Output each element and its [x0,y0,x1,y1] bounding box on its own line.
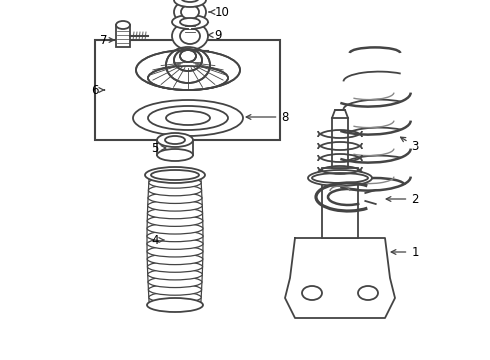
Ellipse shape [147,208,202,219]
Text: 1: 1 [391,246,419,258]
Bar [322,168,358,238]
Bar [157,140,193,155]
Text: 3: 3 [400,137,418,153]
Ellipse shape [174,0,206,7]
Ellipse shape [147,200,202,211]
Ellipse shape [145,167,205,183]
Ellipse shape [174,0,206,24]
Text: 5: 5 [151,141,166,154]
Ellipse shape [147,231,203,242]
Ellipse shape [180,18,200,26]
Ellipse shape [149,177,201,188]
Ellipse shape [148,284,201,295]
Ellipse shape [147,238,203,249]
Ellipse shape [149,300,201,310]
Ellipse shape [147,269,202,280]
Ellipse shape [147,261,202,272]
Ellipse shape [157,149,193,161]
Bar [332,118,348,168]
Ellipse shape [308,170,372,186]
Bar [95,40,280,140]
Ellipse shape [147,215,203,226]
Ellipse shape [181,5,199,19]
Text: 8: 8 [246,111,289,123]
Ellipse shape [149,170,201,180]
Ellipse shape [147,298,203,312]
Ellipse shape [148,193,202,203]
Ellipse shape [133,100,243,136]
Ellipse shape [180,50,196,62]
Ellipse shape [148,185,201,196]
Ellipse shape [157,133,193,147]
Ellipse shape [172,22,208,50]
Ellipse shape [174,49,202,71]
Ellipse shape [148,276,202,288]
Ellipse shape [116,21,130,29]
Ellipse shape [165,136,185,144]
Text: 4: 4 [151,234,164,247]
Ellipse shape [148,66,228,90]
Text: 6: 6 [91,84,104,96]
Ellipse shape [149,292,201,303]
Ellipse shape [151,170,199,180]
Ellipse shape [148,106,228,130]
Ellipse shape [181,0,199,2]
Ellipse shape [166,47,210,83]
Ellipse shape [172,15,208,29]
Ellipse shape [312,173,368,183]
Polygon shape [285,238,395,318]
Ellipse shape [136,50,240,90]
Bar [116,25,130,47]
Ellipse shape [147,246,203,257]
Text: 10: 10 [209,5,229,18]
Ellipse shape [147,253,203,265]
Ellipse shape [302,286,322,300]
Ellipse shape [147,223,203,234]
Text: 7: 7 [100,33,114,46]
Ellipse shape [166,111,210,125]
Ellipse shape [180,28,200,44]
Ellipse shape [358,286,378,300]
Text: 2: 2 [386,193,419,206]
Text: 9: 9 [208,28,222,41]
